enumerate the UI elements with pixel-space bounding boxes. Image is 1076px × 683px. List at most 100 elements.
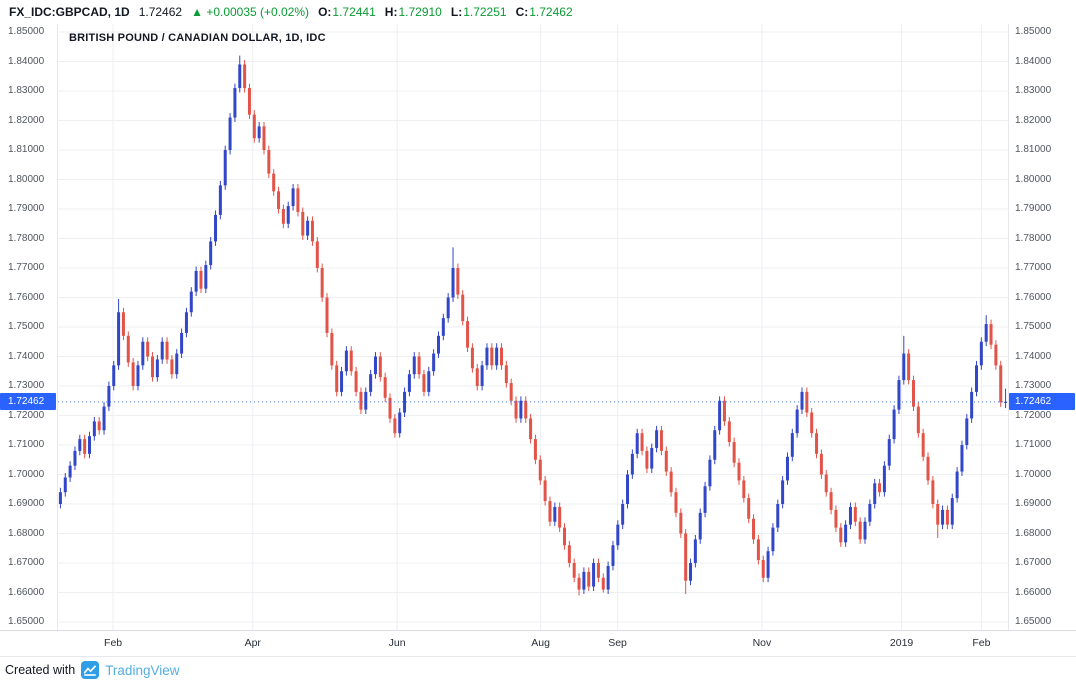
candle-body [296,188,300,212]
candle-body [577,577,581,590]
candle-body [383,377,387,398]
symbol-interval[interactable]: FX_IDC:GBPCAD, 1D [9,5,130,19]
candle-body [291,188,295,207]
candle-body [698,512,702,540]
candle-body [592,563,596,587]
candle-body [422,374,426,392]
candle-body [165,341,169,360]
candle-body [945,509,949,525]
candle-body [543,480,547,502]
candle-body [941,509,945,525]
candle-body [722,400,726,422]
chart-body: 1.85000 1.84000 1.83000 1.82000 1.81000 1.800… [0,24,1076,630]
y-axis-label: 1.71000 [1015,439,1052,450]
price-change-value: +0.00035 (+0.02%) [206,5,310,19]
y-axis-label: 1.80000 [8,173,45,185]
candle-body [199,270,203,289]
candle-body [461,294,465,322]
candle-body [955,471,959,499]
candle-body [126,335,130,363]
y-axis-label: 1.67000 [1015,557,1052,568]
candle-body [407,374,411,392]
candle-body [504,365,508,384]
y-axis-label: 1.82000 [8,114,45,126]
y-axis-label: 1.84000 [1015,55,1052,67]
high-value: H: 1.72910 [384,5,442,19]
candle-body [989,324,993,345]
candle-body [218,185,222,215]
candle-body [340,371,344,392]
y-axis-label: 1.77000 [1015,262,1052,273]
time-axis-label: Feb [104,637,123,649]
y-axis-label: 1.75000 [8,321,45,332]
candle-body [999,365,1003,403]
candle-body [703,486,707,513]
candle-body [965,418,969,445]
y-axis-label: 1.78000 [1015,232,1052,244]
candle-body [262,126,266,150]
candle-body [839,527,843,543]
candle-body [286,206,290,224]
time-axis[interactable]: Feb Apr Jun Aug Sep Nov 2019 Feb [0,630,1076,656]
candle-body [587,571,591,587]
candle-body [519,400,523,419]
candle-body [112,365,116,386]
y-axis-label: 1.85000 [8,26,45,37]
time-axis-label: Sep [608,637,627,649]
tradingview-wordmark[interactable]: TradingView [105,662,180,678]
y-axis-label: 1.78000 [8,232,45,244]
y-axis-label: 1.69000 [8,498,45,509]
right-price-axis[interactable]: 1.85000 1.84000 1.83000 1.82000 1.81000 1.800… [1009,24,1076,630]
candle-body [747,498,751,519]
chart-plot-area[interactable]: BRITISH POUND / CANADIAN DOLLAR, 1D, IDC [57,24,1009,630]
candle-body [979,341,983,366]
y-axis-label: 1.73000 [8,380,45,391]
open-value: O: 1.72441 [318,5,376,19]
candle-body [553,506,557,522]
candle-body [844,524,848,543]
tradingview-logo-icon[interactable] [81,661,100,679]
y-axis-label: 1.81000 [8,144,45,155]
candle-body [819,453,823,475]
y-axis-label: 1.83000 [8,85,45,96]
y-axis-label: 1.66000 [1015,586,1052,598]
y-axis-label: 1.69000 [1015,498,1052,509]
candle-body [233,88,237,118]
candle-body [373,356,377,375]
candle-body [151,356,155,378]
candle-body [771,527,775,552]
y-axis-label: 1.73000 [1015,380,1052,391]
candlestick-chart[interactable] [58,24,1008,630]
candle-body [436,335,440,354]
y-axis-label: 1.70000 [1015,468,1052,480]
candle-body [146,341,150,357]
candle-body [214,214,218,242]
left-price-axis[interactable]: 1.85000 1.84000 1.83000 1.82000 1.81000 1.800… [0,24,57,630]
candle-body [78,439,82,451]
candle-body [558,506,562,528]
candle-body [916,406,920,434]
candle-body [451,268,455,298]
candle-body [335,365,339,392]
candle-body [630,453,634,475]
candle-body [795,409,799,434]
candle-body [873,483,877,504]
candle-body [732,442,736,463]
candle-body [194,270,198,292]
candle-body [514,400,518,419]
candle-body [184,312,188,333]
price-label-badge: 1.72462 [1009,393,1075,411]
candle-body [330,332,334,366]
candle-body [378,356,382,378]
candle-body [325,297,329,333]
low-value: L: 1.72251 [450,5,507,19]
candle-body [364,391,368,410]
candle-body [664,450,668,472]
y-axis-label: 1.70000 [8,468,45,480]
candle-body [882,465,886,493]
candle-body [761,560,765,578]
candle-body [175,353,179,375]
candle-body [73,450,77,466]
candle-body [238,64,242,89]
candle-body [655,430,659,448]
